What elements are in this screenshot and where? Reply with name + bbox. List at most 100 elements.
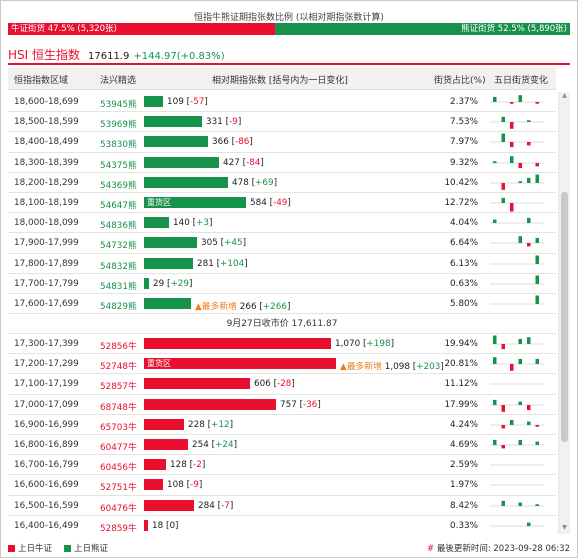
warrant-code-link[interactable]: 54829熊 <box>100 301 137 312</box>
daily-change: -2 <box>193 460 202 471</box>
sparkline-bar <box>518 338 522 345</box>
daily-change: -7 <box>221 500 230 511</box>
table-row: 16,800-16,899 60477牛 254 [+24] 4.69% <box>8 435 556 456</box>
five-day-sparkline <box>490 236 544 247</box>
daily-change: +3 <box>196 218 209 229</box>
contract-bar: 重货区 <box>144 358 336 370</box>
warrant-code-link[interactable]: 54832熊 <box>100 261 137 272</box>
contract-bar <box>144 519 148 531</box>
most-added-marker: ▲最多新增 <box>340 362 382 373</box>
contract-count: 1,098 <box>384 362 410 373</box>
contract-bar <box>144 439 188 450</box>
warrant-code-link[interactable]: 52857牛 <box>100 382 137 393</box>
warrant-code-link[interactable]: 60476牛 <box>100 503 137 514</box>
share-percent: 4.69% <box>450 440 478 450</box>
sparkline-bar <box>527 120 531 123</box>
table-row: 18,200-18,299 54369熊 478 [+69] 10.42% <box>8 173 556 193</box>
contract-value: 331 [-9] <box>206 117 242 128</box>
sparkline-bar <box>518 401 522 405</box>
scroll-thumb[interactable] <box>561 192 568 442</box>
share-percent: 6.13% <box>450 258 478 269</box>
warrant-code-link[interactable]: 60456牛 <box>100 463 137 474</box>
table-row: 18,100-18,199 54647熊 重货区 584 [-49] 12.72% <box>8 193 556 214</box>
five-day-sparkline <box>490 439 544 449</box>
contract-value: 128 [-2] <box>170 460 206 471</box>
contract-value: 427 [-84] <box>223 157 264 168</box>
daily-change: +104 <box>220 258 245 269</box>
sparkline-bar <box>535 102 539 104</box>
range-label: 18,500-18,599 <box>14 117 79 128</box>
share-percent: 4.24% <box>450 419 478 430</box>
warrant-code-link[interactable]: 53830熊 <box>100 140 137 151</box>
sparkline-bar <box>527 522 531 526</box>
five-day-sparkline <box>490 218 544 224</box>
warrant-code-link[interactable]: 68748牛 <box>100 402 137 413</box>
sparkline-bar <box>501 424 505 429</box>
warrant-code-link[interactable]: 54369熊 <box>100 180 137 191</box>
sparkline-bar <box>493 96 497 102</box>
warrant-code-link[interactable]: 53945熊 <box>100 100 137 110</box>
warrant-code-link[interactable]: 53969熊 <box>100 120 137 131</box>
table-row: 17,200-17,299 52748牛 重货区 ▲最多新增 1,098 [+203]… <box>8 354 556 375</box>
contract-bar <box>144 479 163 491</box>
warrant-code-link[interactable]: 54836熊 <box>100 221 137 232</box>
contract-count: 331 <box>206 117 223 128</box>
legend-bull-label: 上日牛证 <box>18 544 53 554</box>
scroll-up-icon[interactable]: ▲ <box>562 92 567 99</box>
contract-value: 254 [+24] <box>192 440 238 450</box>
table-row: 18,400-18,499 53830熊 366 [-86] 7.97% <box>8 132 556 153</box>
sparkline-bar <box>527 421 531 425</box>
range-label: 17,900-17,999 <box>14 238 79 249</box>
warrant-code-link[interactable]: 54647熊 <box>100 200 137 211</box>
five-day-sparkline <box>490 275 544 284</box>
sparkline-bar <box>493 160 497 163</box>
table-row: 18,500-18,599 53969熊 331 [-9] 7.53% <box>8 112 556 133</box>
contract-bar <box>144 156 219 168</box>
contract-value: 108 [-9] <box>167 480 203 491</box>
range-label: 16,700-16,799 <box>14 460 79 471</box>
sparkline-bar <box>518 95 522 102</box>
index-value: 17611.9 <box>88 51 130 62</box>
contract-count: 427 <box>223 157 240 168</box>
contract-bar <box>144 96 163 107</box>
daily-change: +203 <box>416 362 441 373</box>
sparkline-bar <box>501 197 505 203</box>
warrant-code-link[interactable]: 65703牛 <box>100 422 137 433</box>
warrant-code-link[interactable]: 52859牛 <box>100 523 137 534</box>
warrant-code-link[interactable]: 52751牛 <box>100 483 137 494</box>
table-row: 16,600-16,699 52751牛 108 [-9] 1.97% <box>8 475 556 496</box>
table-row: 17,800-17,899 54832熊 281 [+104] 6.13% <box>8 254 556 274</box>
sparkline-bar <box>493 219 497 224</box>
closing-price-separator: 9月27日收市价 17,611.87 <box>8 314 556 335</box>
index-change: +144.97(+0.83%) <box>133 51 225 62</box>
sparkline-bar <box>493 439 497 445</box>
bear-ratio-segment: 熊证街货 52.5% (5,890张) <box>274 23 570 35</box>
contract-value: 1,070 [+198] <box>335 339 395 350</box>
daily-change: -28 <box>277 379 292 390</box>
sparkline-bar <box>510 142 514 148</box>
warrant-code-link[interactable]: 52748牛 <box>100 362 137 373</box>
warrant-code-link[interactable]: 60477牛 <box>100 443 137 453</box>
contract-count: 281 <box>197 258 214 269</box>
warrant-code-link[interactable]: 54375熊 <box>100 160 137 171</box>
table-body[interactable]: 18,600-18,699 53945熊 109 [-57] 2.37% 18,500-… <box>8 92 556 534</box>
warrant-code-link[interactable]: 54732熊 <box>100 241 137 252</box>
col-range: 恒指指数区域 <box>14 76 69 86</box>
daily-change: -9 <box>190 480 199 491</box>
scroll-down-icon[interactable]: ▼ <box>562 524 567 531</box>
sparkline-bar <box>518 162 522 168</box>
share-percent: 11.12% <box>444 379 478 390</box>
range-label: 16,400-16,499 <box>14 520 79 531</box>
table-row: 16,500-16,599 60476牛 284 [-7] 8.42% <box>8 496 556 516</box>
scrollbar[interactable]: ▲ ▼ <box>558 92 570 534</box>
table-header: 恒指指数区域 法兴精选 相对期指张数 [括号内为一日变化] 街货占比(%) 五日… <box>8 68 556 90</box>
daily-change: +198 <box>366 339 391 350</box>
range-label: 17,700-17,799 <box>14 278 79 289</box>
share-percent: 4.04% <box>450 218 478 229</box>
range-label: 18,300-18,399 <box>14 157 79 168</box>
ratio-title: 恒指牛熊证期指张数比例 (以相对期指张数计算) <box>8 10 570 23</box>
warrant-code-link[interactable]: 52856牛 <box>100 342 137 353</box>
sparkline-bar <box>535 295 539 304</box>
warrant-code-link[interactable]: 54831熊 <box>100 281 137 292</box>
five-day-sparkline <box>490 255 544 264</box>
